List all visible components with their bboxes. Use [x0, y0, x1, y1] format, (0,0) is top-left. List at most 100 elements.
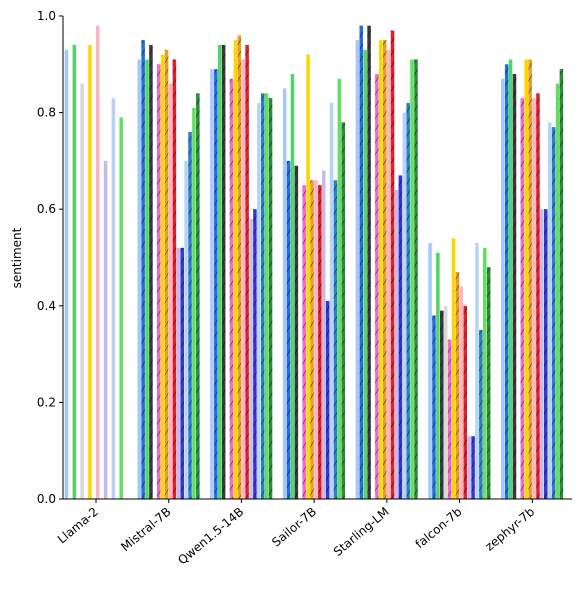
- bar-hatch-sailor-7b-s3: [294, 165, 299, 500]
- bar-sailor-7b-s12: [329, 102, 334, 499]
- bar-qwen1-5-14b-s6: [233, 40, 238, 500]
- y-tick-label: 0.8: [37, 106, 56, 120]
- bar-falcon-7b-s2: [436, 252, 440, 499]
- bar-falcon-7b-s14: [483, 247, 487, 499]
- y-tick-label: 1.0: [37, 9, 56, 23]
- bar-sailor-7b-s14: [337, 78, 342, 499]
- bar-starling-lm-s12: [402, 112, 407, 499]
- bar-zephyr-7b-s10: [540, 209, 544, 499]
- bar-hatch-zephyr-7b-s1: [504, 64, 509, 500]
- bar-falcon-7b-s12: [475, 243, 479, 499]
- x-tick-label-llama-2: Llama-2: [55, 505, 101, 547]
- bar-mistral-7b-s2: [145, 59, 149, 499]
- bar-llama-2-s8: [96, 25, 100, 499]
- bar-mistral-7b-s10: [176, 247, 181, 499]
- bar-hatch-zephyr-7b-s15: [559, 69, 564, 499]
- bar-hatch-sailor-7b-s11: [325, 300, 330, 499]
- bar-falcon-7b-s10: [467, 436, 471, 499]
- bar-hatch-mistral-7b-s7: [164, 49, 169, 500]
- bar-qwen1-5-14b-s12: [257, 102, 261, 499]
- bar-hatch-zephyr-7b-s13: [551, 127, 556, 499]
- bar-falcon-7b-s8: [459, 286, 464, 499]
- x-tick-label-qwen1-5-14b: Qwen1.5-14B: [175, 505, 246, 568]
- bar-hatch-zephyr-7b-s5: [520, 98, 525, 500]
- bar-hatch-falcon-7b-s15: [486, 267, 491, 499]
- bar-hatch-starling-lm-s9: [390, 30, 395, 500]
- bar-hatch-zephyr-7b-s9: [536, 93, 540, 499]
- bar-hatch-qwen1-5-14b-s11: [253, 209, 257, 499]
- bar-qwen1-5-14b-s0: [210, 69, 214, 499]
- bar-hatch-falcon-7b-s9: [463, 305, 467, 499]
- bar-llama-2-s6: [88, 44, 92, 499]
- bar-hatch-mistral-7b-s3: [149, 44, 153, 499]
- bar-llama-2-s14: [119, 117, 123, 500]
- y-tick-label: 0.4: [37, 299, 56, 313]
- bar-hatch-falcon-7b-s1: [432, 315, 436, 499]
- bar-mistral-7b-s12: [184, 160, 188, 499]
- bar-starling-lm-s8: [386, 49, 391, 500]
- bar-llama-2-s4: [80, 83, 84, 500]
- bar-hatch-zephyr-7b-s7: [528, 59, 532, 499]
- bar-hatch-starling-lm-s13: [406, 102, 410, 499]
- bar-llama-2-s2: [72, 44, 77, 499]
- bar-hatch-falcon-7b-s3: [440, 310, 444, 499]
- bar-hatch-qwen1-5-14b-s1: [214, 69, 218, 499]
- bar-mistral-7b-s0: [137, 59, 141, 499]
- bar-mistral-7b-s8: [168, 83, 173, 500]
- bar-hatch-mistral-7b-s13: [188, 131, 192, 500]
- bar-hatch-starling-lm-s1: [359, 25, 364, 499]
- bars-layer: [64, 25, 564, 500]
- bar-llama-2-s10: [103, 160, 108, 499]
- bar-starling-lm-s6: [379, 40, 383, 500]
- bar-starling-lm-s2: [363, 49, 367, 500]
- bar-hatch-mistral-7b-s9: [172, 59, 177, 499]
- bar-falcon-7b-s6: [451, 238, 456, 499]
- bar-zephyr-7b-s2: [508, 59, 513, 499]
- bar-llama-2-s12: [111, 98, 116, 500]
- bar-sailor-7b-s6: [306, 54, 310, 499]
- bar-hatch-qwen1-5-14b-s15: [268, 98, 273, 500]
- y-tick-label: 0.0: [37, 492, 56, 506]
- bar-hatch-qwen1-5-14b-s13: [260, 93, 265, 499]
- bar-hatch-sailor-7b-s9: [318, 185, 322, 500]
- x-tick-label-zephyr-7b: zephyr-7b: [482, 505, 537, 554]
- bar-hatch-zephyr-7b-s11: [544, 209, 548, 499]
- bar-hatch-sailor-7b-s15: [341, 122, 346, 499]
- y-tick-label: 0.2: [37, 395, 56, 409]
- bar-hatch-falcon-7b-s13: [479, 329, 483, 499]
- bar-qwen1-5-14b-s8: [241, 59, 245, 499]
- bar-hatch-sailor-7b-s1: [286, 160, 291, 499]
- bar-zephyr-7b-s8: [532, 98, 536, 500]
- bar-mistral-7b-s14: [192, 107, 196, 500]
- bar-hatch-falcon-7b-s7: [455, 271, 460, 499]
- x-tick-label-sailor-7b: Sailor-7B: [269, 505, 319, 550]
- bar-llama-2-s0: [64, 49, 69, 500]
- bar-falcon-7b-s4: [443, 305, 448, 499]
- bar-hatch-sailor-7b-s7: [310, 180, 314, 499]
- bar-zephyr-7b-s6: [524, 59, 528, 499]
- x-tick-label-mistral-7b: Mistral-7B: [118, 505, 173, 555]
- bar-hatch-starling-lm-s15: [414, 59, 418, 499]
- y-tick-label: 0.6: [37, 202, 56, 216]
- bar-qwen1-5-14b-s14: [264, 93, 269, 499]
- bar-mistral-7b-s6: [160, 54, 165, 499]
- bar-qwen1-5-14b-s2: [217, 44, 222, 499]
- bar-hatch-starling-lm-s11: [398, 175, 403, 499]
- bar-hatch-falcon-7b-s5: [447, 339, 452, 499]
- bar-hatch-mistral-7b-s5: [156, 64, 161, 500]
- bar-sailor-7b-s10: [321, 170, 326, 499]
- y-axis-label: sentiment: [10, 227, 24, 288]
- bar-hatch-sailor-7b-s13: [333, 180, 338, 499]
- bar-sailor-7b-s0: [282, 88, 287, 499]
- bar-hatch-qwen1-5-14b-s7: [237, 35, 242, 499]
- bar-hatch-falcon-7b-s11: [471, 436, 475, 499]
- bar-hatch-sailor-7b-s5: [302, 185, 306, 500]
- bar-hatch-mistral-7b-s15: [196, 93, 200, 499]
- x-tick-label-starling-lm: Starling-LM: [331, 505, 392, 559]
- bar-hatch-starling-lm-s5: [375, 73, 379, 500]
- bar-hatch-zephyr-7b-s3: [512, 73, 517, 500]
- x-tick-label-falcon-7b: falcon-7b: [413, 505, 465, 552]
- bar-hatch-starling-lm-s3: [367, 25, 371, 499]
